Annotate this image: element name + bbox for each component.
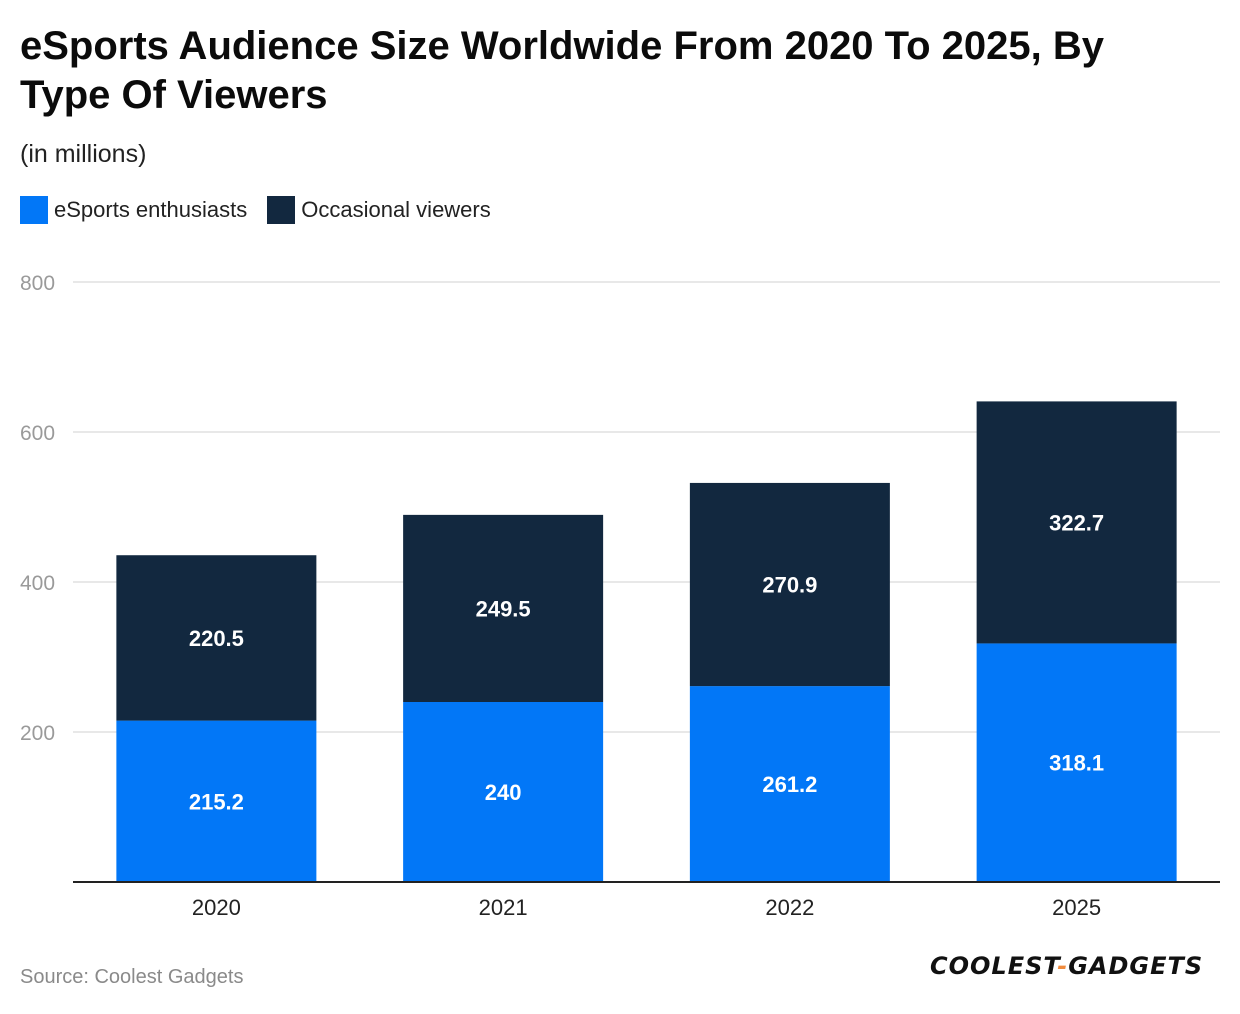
legend-swatch-enthusiasts	[20, 196, 48, 224]
x-tick-label-2020: 2020	[192, 895, 241, 920]
data-label-enthusiasts-2022: 261.2	[762, 772, 817, 797]
bar-occasional-2022	[689, 482, 890, 687]
legend-label-enthusiasts: eSports enthusiasts	[54, 197, 248, 222]
bar-enthusiasts-2022	[689, 686, 890, 882]
logo-dash: -	[1057, 952, 1069, 980]
y-tick-label-400: 400	[20, 572, 55, 595]
data-label-occasional-2021: 249.5	[476, 596, 531, 621]
bar-occasional-2025	[976, 401, 1177, 644]
data-label-occasional-2025: 322.7	[1049, 510, 1104, 535]
brand-logo: COOLEST-GADGETS	[930, 952, 1203, 980]
bar-enthusiasts-2021	[403, 702, 604, 882]
legend: eSports enthusiasts Occasional viewers	[20, 196, 511, 224]
x-tick-label-2021: 2021	[479, 895, 528, 920]
y-tick-label-800: 800	[20, 272, 55, 295]
legend-item-occasional[interactable]: Occasional viewers	[267, 196, 491, 224]
data-label-enthusiasts-2025: 318.1	[1049, 751, 1104, 776]
x-tick-label-2022: 2022	[765, 895, 814, 920]
source-note: Source: Coolest Gadgets	[20, 966, 244, 988]
chart-title: eSports Audience Size Worldwide From 202…	[20, 24, 1105, 117]
logo-text-part2: GADGETS	[1068, 952, 1204, 980]
data-label-occasional-2020: 220.5	[189, 626, 244, 651]
legend-label-occasional: Occasional viewers	[301, 197, 491, 222]
x-tick-label-2025: 2025	[1052, 895, 1101, 920]
y-tick-label-200: 200	[20, 722, 55, 745]
legend-swatch-occasional	[267, 196, 296, 224]
data-label-occasional-2022: 270.9	[762, 573, 817, 598]
data-label-enthusiasts-2020: 215.2	[189, 789, 244, 814]
data-label-enthusiasts-2021: 240	[485, 780, 522, 805]
bar-occasional-2021	[403, 514, 604, 702]
bar-occasional-2020	[116, 555, 317, 721]
bar-enthusiasts-2020	[116, 720, 317, 882]
bar-enthusiasts-2025	[976, 643, 1177, 882]
chart-subtitle: (in millions)	[20, 140, 147, 168]
y-tick-label-600: 600	[20, 422, 55, 445]
logo-text-part1: COOLEST	[930, 952, 1058, 980]
legend-item-enthusiasts[interactable]: eSports enthusiasts	[20, 196, 247, 224]
